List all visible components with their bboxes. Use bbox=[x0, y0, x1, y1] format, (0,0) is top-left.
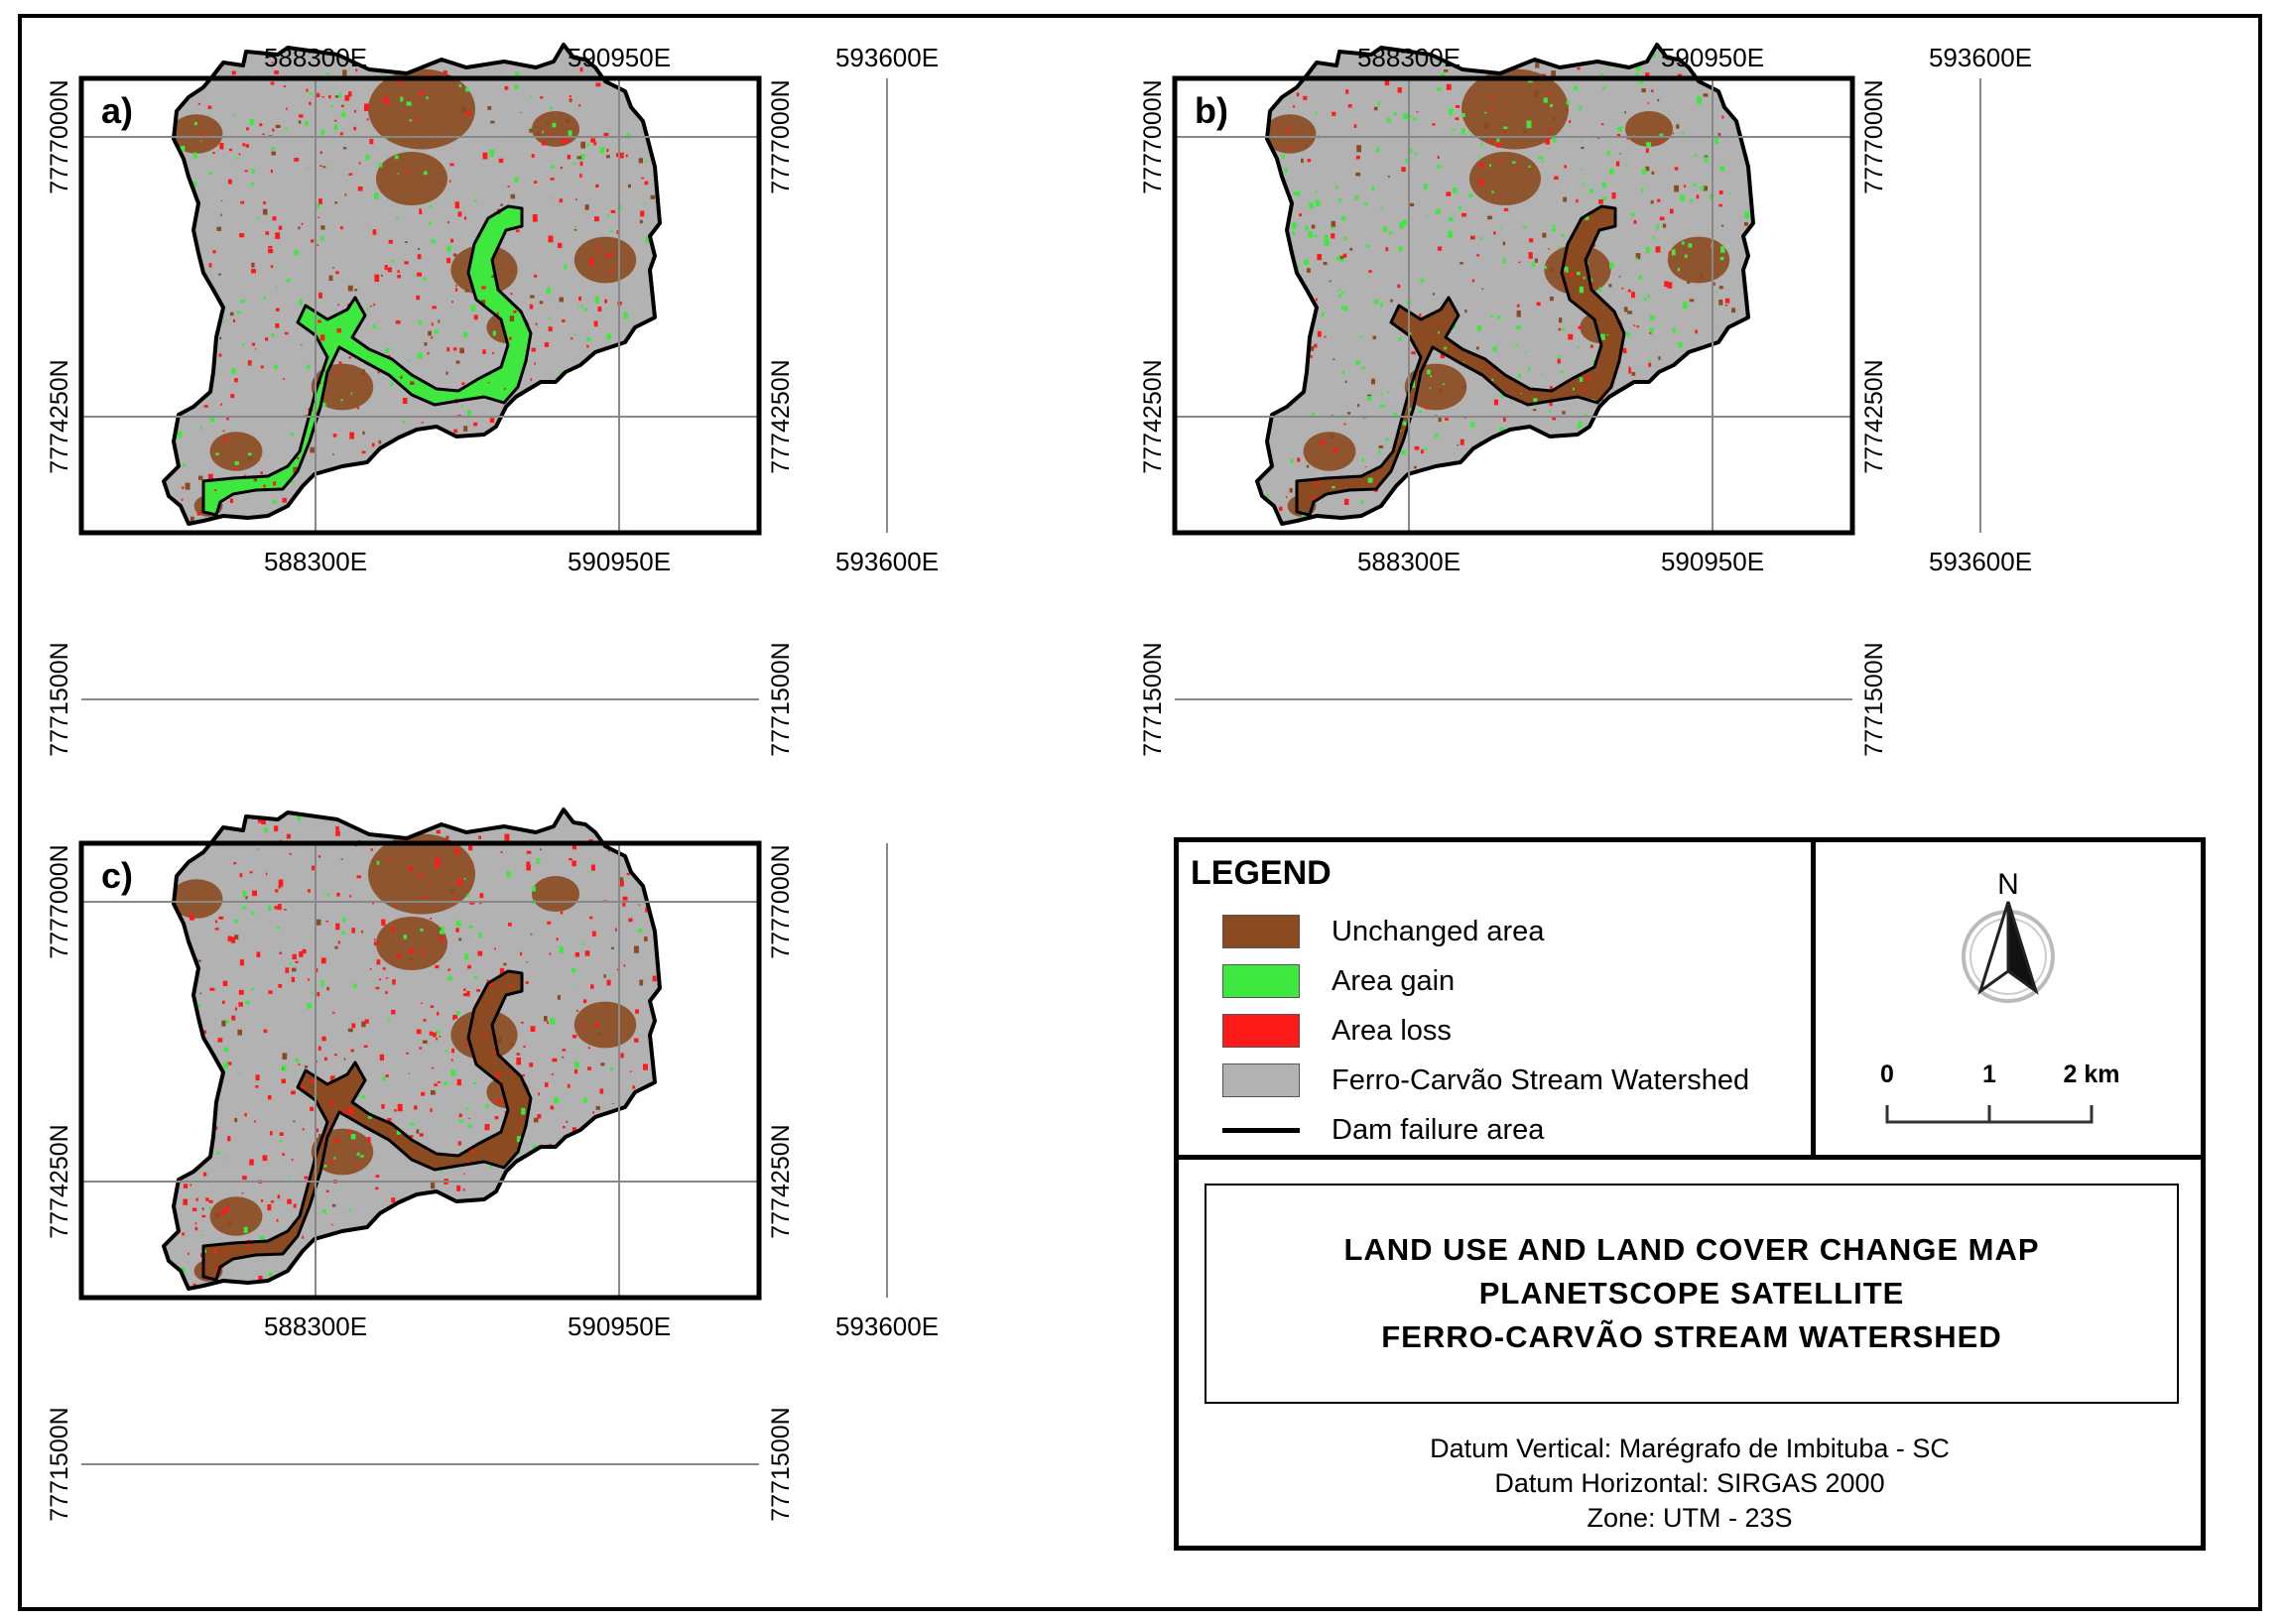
easting-tick-label: 593600E bbox=[835, 547, 939, 576]
loss-swatch bbox=[1222, 1014, 1300, 1048]
easting-tick-label: 590950E bbox=[568, 547, 671, 576]
dam-corridor-fill bbox=[203, 971, 531, 1280]
easting-tick-label: 590950E bbox=[568, 43, 671, 72]
watershed-swatch bbox=[1222, 1063, 1300, 1097]
legend-label: Ferro-Carvão Stream Watershed bbox=[1332, 1063, 1750, 1096]
legend-title: LEGEND bbox=[1191, 854, 1332, 892]
map-labels: a) 588300E 588300E 590950E 590950E 593600E 593… bbox=[46, 43, 2032, 1522]
northing-tick-label: 7771500N bbox=[767, 1407, 795, 1521]
legend-item-loss: Area loss bbox=[1222, 1013, 1452, 1049]
watershed-boundary bbox=[1255, 43, 1755, 526]
northing-tick-label: 7774250N bbox=[46, 359, 73, 473]
easting-tick-label: 593600E bbox=[835, 1312, 939, 1341]
title-line-2: PLANETSCOPE SATELLITE bbox=[1478, 1276, 1905, 1311]
northing-tick-label: 7777000N bbox=[767, 79, 795, 193]
panel-label: a) bbox=[101, 90, 133, 131]
map-frame bbox=[78, 840, 762, 1301]
legend-item-dam: Dam failure area bbox=[1222, 1112, 1544, 1148]
scale-label-1: 1 bbox=[1982, 1061, 1996, 1088]
map-title-block: LAND USE AND LAND COVER CHANGE MAP PLANE… bbox=[1205, 1184, 2179, 1404]
easting-tick-label: 593600E bbox=[835, 43, 939, 72]
easting-tick-label: 590950E bbox=[568, 1312, 671, 1341]
scale-label-2: 2 km bbox=[2064, 1061, 2120, 1088]
map-frame bbox=[78, 75, 762, 536]
dam-failure-outline bbox=[1295, 204, 1626, 517]
northing-tick-label: 7774250N bbox=[767, 1124, 795, 1238]
legend-label: Area loss bbox=[1332, 1014, 1452, 1047]
title-line-3: FERRO-CARVÃO STREAM WATERSHED bbox=[1381, 1319, 2002, 1354]
dam-corridor-fill bbox=[1297, 206, 1624, 515]
unchanged-swatch bbox=[1222, 915, 1300, 948]
easting-tick-label: 588300E bbox=[264, 547, 367, 576]
dam-failure-outline bbox=[201, 204, 533, 517]
watershed-area bbox=[164, 810, 660, 1289]
dam-line-swatch bbox=[1222, 1127, 1300, 1133]
watershed-boundary bbox=[162, 808, 662, 1291]
easting-tick-label: 588300E bbox=[1357, 547, 1460, 576]
legend-label: Dam failure area bbox=[1332, 1113, 1545, 1146]
legend-item-watershed: Ferro-Carvão Stream Watershed bbox=[1222, 1062, 1749, 1098]
northing-tick-label: 7777000N bbox=[767, 844, 795, 958]
northing-tick-label: 7774250N bbox=[767, 359, 795, 473]
easting-tick-label: 593600E bbox=[1929, 547, 2032, 576]
legend-item-unchanged: Unchanged area bbox=[1222, 914, 1544, 949]
northing-tick-label: 7771500N bbox=[767, 642, 795, 756]
title-box-outer: LAND USE AND LAND COVER CHANGE MAP PLANE… bbox=[1174, 1155, 2206, 1551]
easting-tick-label: 590950E bbox=[1661, 547, 1764, 576]
dam-failure-outline bbox=[201, 969, 533, 1282]
gain-swatch bbox=[1222, 964, 1300, 998]
datum-vertical: Datum Vertical: Marégrafo de Imbituba - … bbox=[1430, 1434, 1950, 1463]
legend-label: Unchanged area bbox=[1332, 915, 1545, 947]
north-arrow-icon bbox=[1962, 901, 2055, 1003]
scale-bar: 0 1 2 km bbox=[1880, 1061, 2120, 1124]
dam-corridor-fill bbox=[203, 206, 531, 515]
northing-tick-label: 7774250N bbox=[1860, 359, 1888, 473]
title-line-1: LAND USE AND LAND COVER CHANGE MAP bbox=[1343, 1232, 2040, 1267]
watershed-area bbox=[1257, 45, 1753, 524]
legend-item-gain: Area gain bbox=[1222, 963, 1455, 999]
northing-tick-label: 7771500N bbox=[1860, 642, 1888, 756]
easting-tick-label: 590950E bbox=[1661, 43, 1764, 72]
northing-tick-label: 7774250N bbox=[46, 1124, 73, 1238]
easting-tick-label: 588300E bbox=[264, 43, 367, 72]
north-scale-box: N 0 1 2 km bbox=[1811, 837, 2206, 1160]
figure-frame bbox=[18, 14, 2262, 1611]
zone-label: Zone: UTM - 23S bbox=[1587, 1503, 1793, 1533]
panel-label: c) bbox=[101, 855, 133, 896]
map-panel-c bbox=[78, 808, 888, 1465]
watershed-boundary bbox=[162, 43, 662, 526]
northing-tick-label: 7771500N bbox=[46, 642, 73, 756]
map-panel-b bbox=[1172, 43, 1981, 700]
legend-box: LEGEND Unchanged area Area gain Area los… bbox=[1174, 837, 1816, 1160]
northing-tick-label: 7777000N bbox=[46, 844, 73, 958]
scale-label-0: 0 bbox=[1880, 1061, 1894, 1088]
datum-horizontal: Datum Horizontal: SIRGAS 2000 bbox=[1494, 1468, 1885, 1498]
change-patches bbox=[169, 814, 660, 1289]
easting-tick-label: 588300E bbox=[1357, 43, 1460, 72]
northing-tick-label: 7774250N bbox=[1139, 359, 1167, 473]
north-label: N bbox=[1997, 868, 2019, 901]
easting-tick-label: 593600E bbox=[1929, 43, 2032, 72]
northing-tick-label: 7777000N bbox=[1139, 79, 1167, 193]
legend-label: Area gain bbox=[1332, 964, 1456, 997]
panel-label: b) bbox=[1195, 90, 1228, 131]
northing-tick-label: 7777000N bbox=[46, 79, 73, 193]
northing-tick-label: 7771500N bbox=[46, 1407, 73, 1521]
northing-tick-label: 7777000N bbox=[1860, 79, 1888, 193]
northing-tick-label: 7771500N bbox=[1139, 642, 1167, 756]
watershed-area bbox=[164, 45, 660, 524]
easting-tick-label: 588300E bbox=[264, 1312, 367, 1341]
map-frame bbox=[1172, 75, 1855, 536]
